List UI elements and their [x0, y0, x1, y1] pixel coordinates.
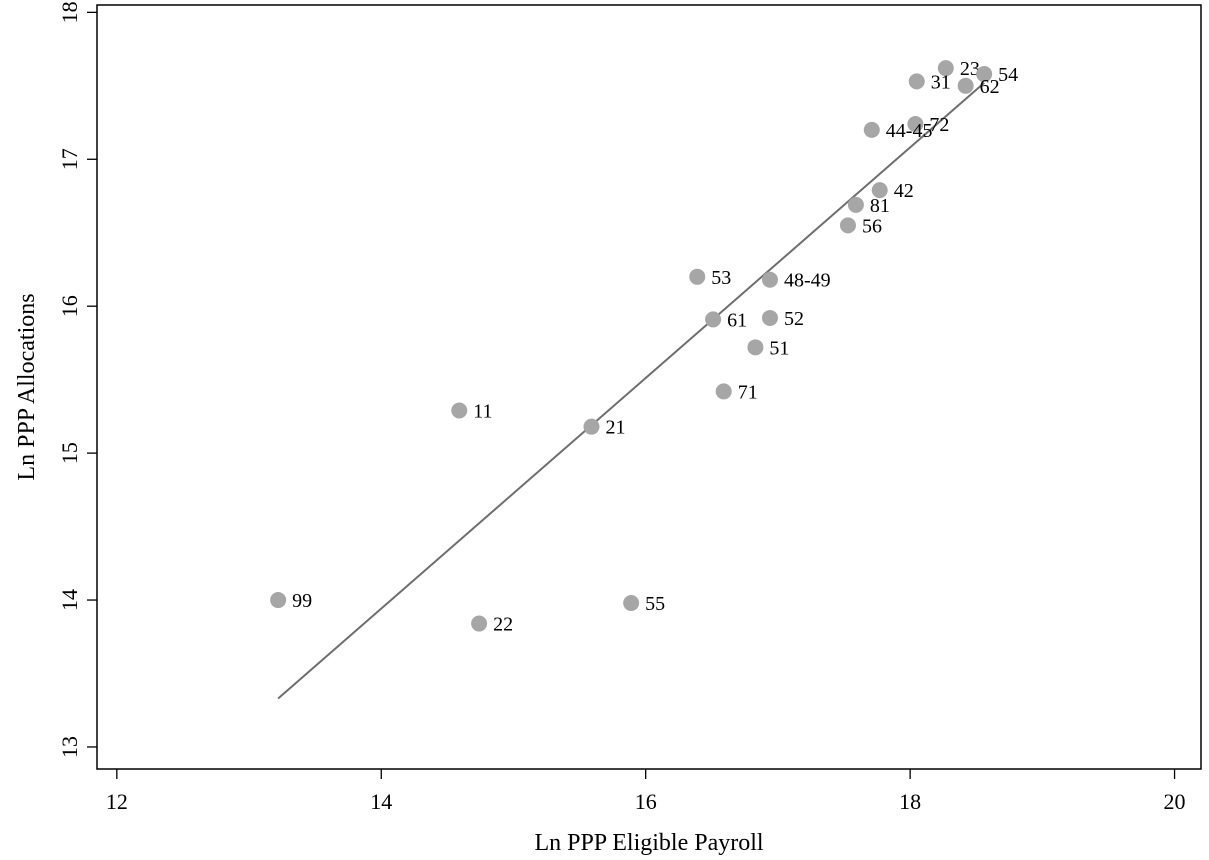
data-point-label: 23	[960, 58, 980, 80]
data-point	[705, 311, 722, 328]
y-tick-label: 17	[57, 148, 82, 170]
data-point-label: 56	[862, 215, 882, 237]
data-point-label: 22	[493, 614, 513, 636]
x-tick-label: 12	[106, 789, 128, 814]
data-point	[715, 383, 732, 400]
y-axis-title: Ln PPP Allocations	[14, 293, 40, 480]
data-point	[871, 182, 888, 199]
data-point	[270, 592, 287, 609]
data-point	[451, 402, 468, 419]
y-tick-label: 15	[57, 442, 82, 464]
data-point	[937, 60, 954, 77]
data-point-label: 51	[769, 337, 789, 359]
data-point	[957, 77, 974, 94]
data-point-label: 81	[870, 195, 890, 217]
data-point-label: 61	[727, 309, 747, 331]
data-point-label: 11	[473, 401, 492, 423]
data-point	[839, 217, 856, 234]
data-point	[747, 339, 764, 356]
data-point	[471, 615, 488, 632]
data-point-label: 31	[931, 71, 951, 93]
data-point	[689, 268, 706, 285]
data-point	[908, 73, 925, 90]
data-point	[761, 309, 778, 326]
x-tick-label: 20	[1164, 789, 1186, 814]
data-point-label: 48-49	[784, 270, 831, 292]
data-point-label: 72	[929, 114, 949, 136]
plot-area-border	[96, 4, 1202, 770]
data-point	[863, 121, 880, 138]
x-tick-label: 16	[635, 789, 657, 814]
data-point-label: 55	[645, 593, 665, 615]
data-point	[847, 196, 864, 213]
data-point-label: 71	[738, 381, 758, 403]
fitted-line	[277, 82, 985, 700]
data-point-label: 54	[998, 64, 1018, 86]
y-tick-label: 13	[57, 736, 82, 758]
x-tick-label: 14	[370, 789, 392, 814]
x-axis: 12 14 16 18 20	[106, 769, 1186, 814]
data-point-label: 53	[711, 267, 731, 289]
data-point	[761, 271, 778, 288]
data-point-label: 21	[605, 417, 625, 439]
data-point	[976, 66, 993, 83]
plot-frame	[96, 4, 1202, 770]
y-tick-label: 16	[57, 295, 82, 317]
data-point-label: 42	[894, 180, 914, 202]
y-tick-label: 14	[57, 589, 82, 611]
data-point	[623, 594, 640, 611]
x-tick-label: 18	[899, 789, 921, 814]
data-point-label: 44-45	[886, 120, 933, 142]
data-point-label: 62	[980, 76, 1000, 98]
y-axis: 13 14 15 16 17 18	[57, 1, 97, 758]
x-axis-title: Ln PPP Eligible Payroll	[534, 830, 763, 856]
data-point	[583, 418, 600, 435]
data-point-label: 99	[292, 590, 312, 612]
data-point-label: 52	[784, 308, 804, 330]
y-tick-label: 18	[57, 1, 82, 23]
data-point	[907, 116, 924, 133]
